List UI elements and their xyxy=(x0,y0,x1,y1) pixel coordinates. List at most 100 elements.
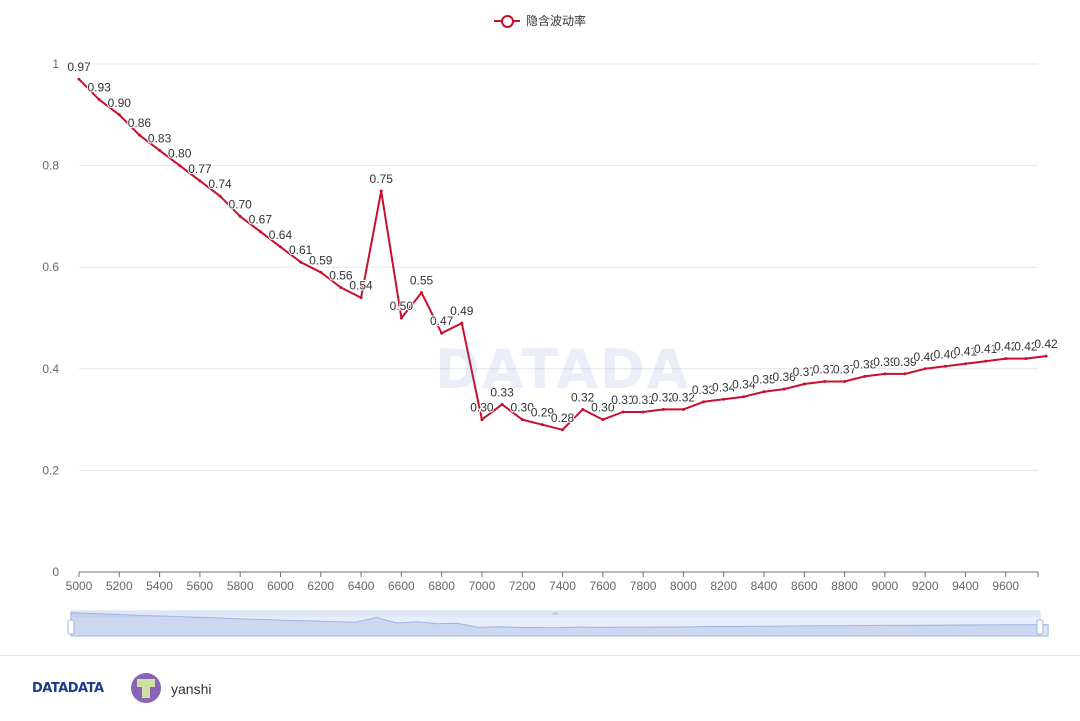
y-tick-label: 0 xyxy=(52,565,59,579)
x-tick-label: 9200 xyxy=(912,579,939,593)
data-label: 0.67 xyxy=(249,213,273,227)
data-label: 0.40 xyxy=(934,347,958,361)
data-label: 0.32 xyxy=(571,390,595,404)
x-tick-label: 8800 xyxy=(831,579,858,593)
data-label: 0.33 xyxy=(490,385,514,399)
data-label: 0.55 xyxy=(410,274,434,288)
data-label: 0.42 xyxy=(1014,340,1038,354)
data-point xyxy=(359,296,363,300)
x-tick-label: 7800 xyxy=(630,579,657,593)
data-point xyxy=(702,400,706,404)
data-point xyxy=(581,407,585,411)
data-label: 0.56 xyxy=(329,269,353,283)
data-point xyxy=(802,382,806,386)
data-label: 0.97 xyxy=(67,60,91,74)
data-point xyxy=(238,214,242,218)
data-label: 0.41 xyxy=(954,345,978,359)
data-label: 0.90 xyxy=(108,96,132,110)
data-label: 0.30 xyxy=(511,401,535,415)
data-point xyxy=(258,230,262,234)
x-tick-label: 6200 xyxy=(307,579,334,593)
data-label: 0.40 xyxy=(913,350,937,364)
data-point xyxy=(500,402,504,406)
data-point xyxy=(661,407,665,411)
data-label: 0.54 xyxy=(349,279,373,293)
data-label: 0.47 xyxy=(430,314,454,328)
data-label: 0.86 xyxy=(128,116,152,130)
data-point xyxy=(158,148,162,152)
x-tick-label: 5800 xyxy=(227,579,254,593)
data-label: 0.37 xyxy=(793,365,817,379)
data-label: 0.37 xyxy=(813,363,837,377)
data-label: 0.42 xyxy=(994,340,1018,354)
data-point xyxy=(822,380,826,383)
data-label: 0.64 xyxy=(269,228,293,242)
data-label: 0.83 xyxy=(148,131,172,145)
x-tick-label: 7400 xyxy=(549,579,576,593)
x-tick-label: 6000 xyxy=(267,579,294,593)
data-zoom-handle-left[interactable] xyxy=(67,619,75,635)
data-zoom-handle-right[interactable] xyxy=(1036,619,1044,635)
data-point xyxy=(843,380,847,383)
data-label: 0.75 xyxy=(370,172,394,186)
data-point xyxy=(420,291,423,295)
data-point xyxy=(641,410,645,414)
x-tick-label: 6800 xyxy=(428,579,455,593)
data-point xyxy=(1024,357,1028,361)
brand-logo[interactable]: DATADATA xyxy=(32,681,104,696)
data-point xyxy=(883,372,887,376)
legend-item-implied-volatility[interactable]: 隐含波动率 xyxy=(493,12,586,29)
x-tick-label: 7600 xyxy=(589,579,616,593)
data-label: 0.33 xyxy=(692,383,716,397)
data-point xyxy=(1044,354,1048,358)
data-point xyxy=(97,98,101,102)
data-label: 0.42 xyxy=(1034,337,1058,351)
data-point xyxy=(561,428,565,432)
data-point xyxy=(1004,357,1008,361)
data-label: 0.34 xyxy=(712,380,736,394)
data-label: 0.77 xyxy=(188,162,212,176)
legend-label: 隐含波动率 xyxy=(525,14,586,28)
y-tick-label: 0.6 xyxy=(42,260,59,274)
y-tick-label: 0.8 xyxy=(42,159,59,173)
data-point xyxy=(198,179,202,183)
data-label: 0.32 xyxy=(652,390,676,404)
data-label: 0.39 xyxy=(873,355,897,369)
y-tick-label: 1 xyxy=(52,57,59,71)
data-zoom-grip-icon[interactable] xyxy=(552,612,559,615)
legend-line-marker-icon xyxy=(493,14,520,28)
data-point xyxy=(379,189,383,193)
x-tick-label: 9400 xyxy=(952,579,979,593)
footer: DATADATA yanshi xyxy=(0,655,1080,721)
data-point xyxy=(440,331,444,335)
data-point xyxy=(178,164,182,168)
avatar[interactable] xyxy=(131,673,161,703)
data-point xyxy=(963,362,967,366)
data-label: 0.32 xyxy=(672,390,696,404)
data-label: 0.36 xyxy=(772,370,796,384)
data-label: 0.50 xyxy=(390,299,414,313)
data-label: 0.61 xyxy=(289,243,313,257)
data-label: 0.59 xyxy=(309,253,333,267)
data-point xyxy=(742,395,746,399)
x-tick-label: 5600 xyxy=(187,579,214,593)
data-point xyxy=(339,286,343,290)
x-tick-label: 6600 xyxy=(388,579,415,593)
data-point xyxy=(299,260,303,264)
data-label: 0.30 xyxy=(470,401,494,415)
x-tick-label: 9600 xyxy=(992,579,1019,593)
data-label: 0.35 xyxy=(752,373,776,387)
y-tick-label: 0.4 xyxy=(42,362,59,376)
username[interactable]: yanshi xyxy=(171,681,212,697)
data-point xyxy=(399,316,403,320)
data-label: 0.28 xyxy=(551,411,575,425)
data-point xyxy=(460,321,464,325)
x-tick-label: 8400 xyxy=(751,579,778,593)
data-label: 0.39 xyxy=(893,355,917,369)
data-point xyxy=(319,270,323,274)
data-point xyxy=(722,397,726,401)
data-label: 0.93 xyxy=(87,81,111,95)
data-label: 0.80 xyxy=(168,147,192,161)
data-label: 0.74 xyxy=(208,177,232,191)
x-tick-label: 8600 xyxy=(791,579,818,593)
